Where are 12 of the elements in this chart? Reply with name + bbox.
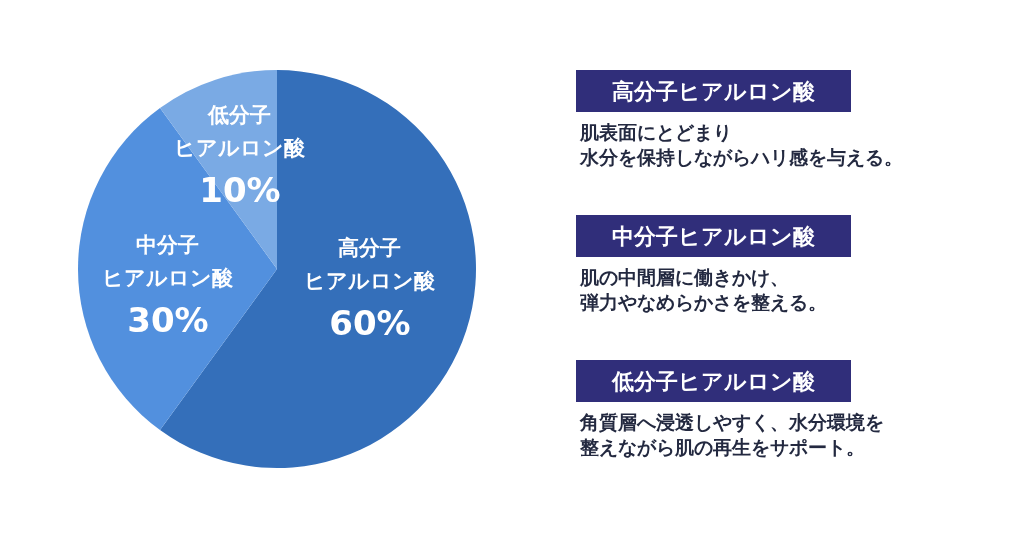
note: 肌の中間層に働きかけ、弾力やなめらかさを整える。 (580, 266, 827, 313)
note-heading: 高分子ヒアルロン酸 (576, 70, 851, 112)
data-label: 60% (329, 303, 411, 344)
note: 角質層へ浸透しやすく、水分環境を整えながら肌の再生をサポート。 (580, 411, 884, 458)
data-label: 10% (199, 170, 281, 211)
slice-label: 低分子ヒアルロン酸 (174, 103, 307, 161)
note: 肌表面にとどまり水分を保持しながらハリ感を与える。 (580, 121, 903, 168)
note-heading: 中分子ヒアルロン酸 (576, 215, 851, 257)
data-label: 30% (127, 300, 209, 341)
slice-label: 中分子ヒアルロン酸 (102, 233, 235, 291)
note-heading: 低分子ヒアルロン酸 (576, 360, 851, 402)
slice-label: 高分子ヒアルロン酸 (304, 236, 437, 294)
